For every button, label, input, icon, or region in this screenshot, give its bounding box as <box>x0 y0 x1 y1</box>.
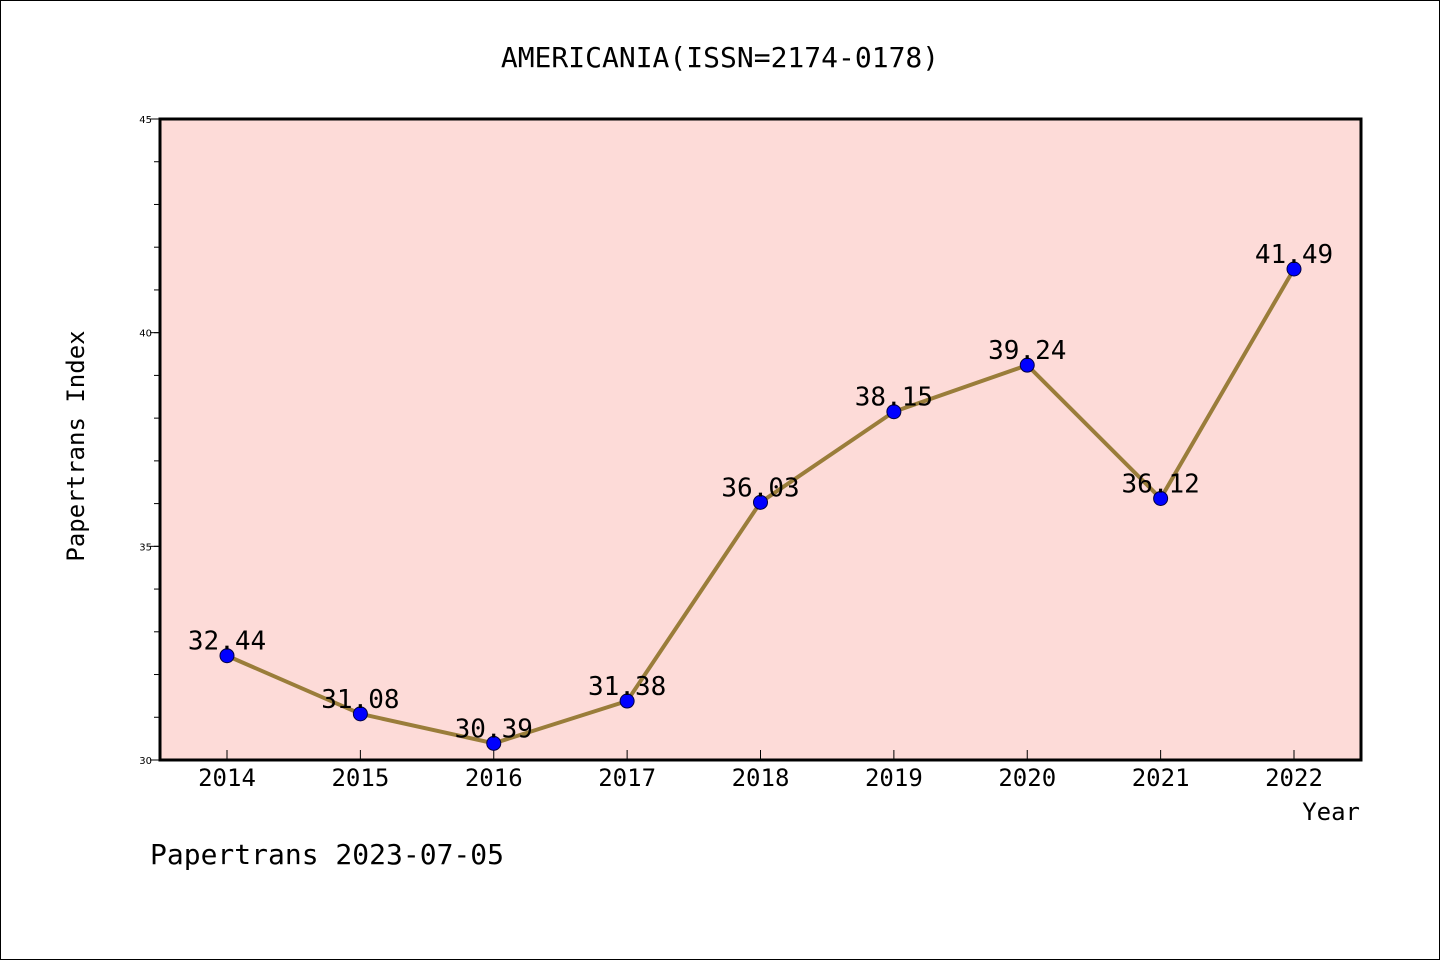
data-point <box>1286 261 1302 277</box>
y-tick-label: 30 <box>139 756 152 767</box>
y-tick-label: 40 <box>139 329 152 340</box>
data-point <box>753 494 768 510</box>
plot-area <box>158 117 1363 762</box>
data-point <box>886 404 902 420</box>
data-point <box>486 735 502 751</box>
data-label: 38.15 <box>855 383 933 413</box>
y-tick-label: 45 <box>139 115 152 126</box>
x-tick-label: 2015 <box>331 764 389 792</box>
data-label: 31.08 <box>321 685 399 715</box>
data-label: 30.39 <box>455 714 533 744</box>
x-tick-label: 2020 <box>998 764 1056 792</box>
data-label: 39.24 <box>988 336 1066 366</box>
data-label: 32.44 <box>188 627 266 657</box>
data-label: 31.38 <box>588 672 666 702</box>
x-tick-label: 2021 <box>1132 764 1190 792</box>
data-point <box>219 648 235 664</box>
data-label: 36.03 <box>721 473 799 503</box>
x-tick-label: 2019 <box>865 764 923 792</box>
x-tick-label: 2016 <box>465 764 523 792</box>
chart-title: AMERICANIA(ISSN=2174-0178) <box>501 41 939 74</box>
x-tick-label: 2014 <box>198 764 256 792</box>
data-point <box>1153 490 1169 506</box>
data-label: 41.49 <box>1255 240 1333 270</box>
y-tick-label: 35 <box>139 542 152 553</box>
data-point <box>352 706 368 722</box>
data-point <box>619 693 635 709</box>
footer-text: Papertrans 2023-07-05 <box>150 838 504 871</box>
x-axis-label: Year <box>1302 798 1360 826</box>
x-axis-ticks: 2014 2015 2016 2017 2018 2019 2020 2021 2022 <box>198 750 1323 792</box>
series-layer: 32.44 31.08 30.39 31.38 36.03 38.15 39.24 36.12… <box>188 240 1333 751</box>
data-label: 36.12 <box>1121 469 1199 499</box>
y-axis-label: Papertrans Index <box>62 330 90 561</box>
x-tick-label: 2022 <box>1265 764 1323 792</box>
x-tick-label: 2017 <box>598 764 656 792</box>
x-tick-label: 2018 <box>732 764 790 792</box>
data-point <box>1019 357 1035 373</box>
y-axis-ticks: 30 35 40 45 <box>139 115 160 767</box>
